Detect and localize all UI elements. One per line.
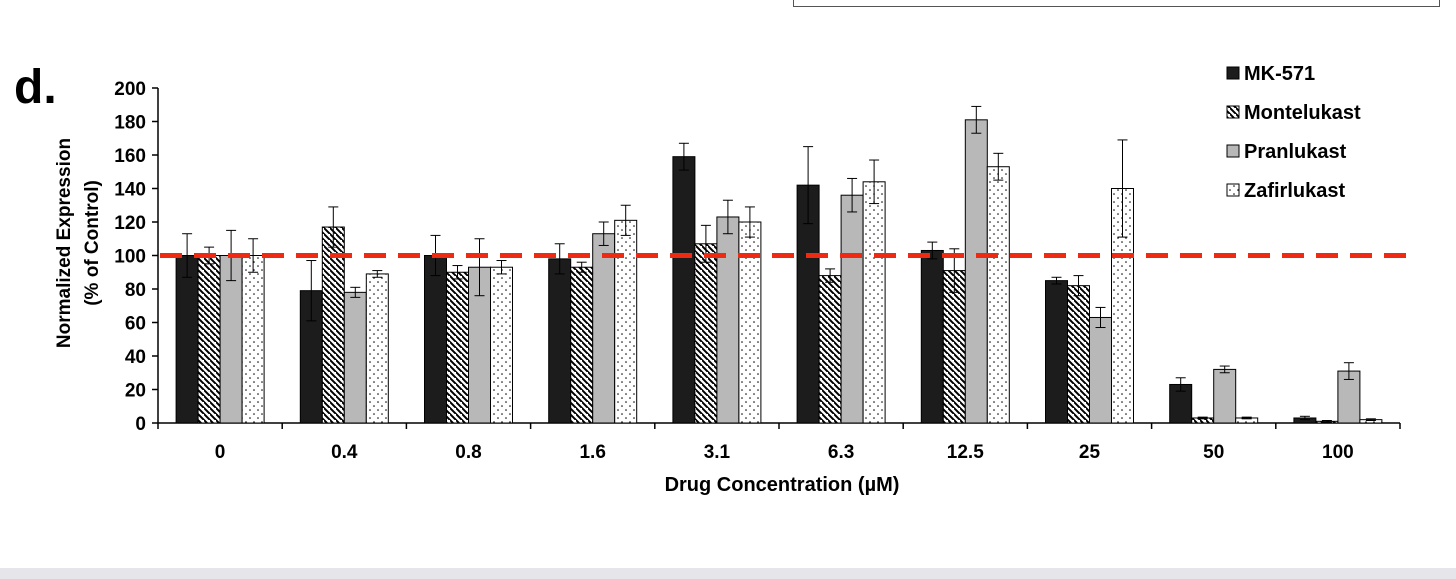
y-tick-label: 160	[114, 146, 146, 167]
legend-swatch-montelukast	[1226, 105, 1240, 119]
x-tick-label: 0	[215, 442, 226, 463]
legend-label-montelukast: Montelukast	[1244, 102, 1361, 124]
bar-mk-571-12.5	[920, 249, 944, 424]
top-frame-fragment	[793, 0, 1440, 7]
bar-pranlukast-50	[1213, 368, 1237, 424]
bar-pranlukast-0.4	[343, 291, 367, 424]
legend-swatch-zafirlukast	[1226, 183, 1240, 197]
bar-mk-571-3.1	[672, 156, 696, 424]
bar-zafirlukast-12.5	[986, 166, 1010, 424]
y-axis-title-line-2: (% of Control)	[82, 180, 103, 306]
x-tick-label: 3.1	[704, 442, 731, 463]
bars	[175, 119, 1383, 424]
y-axis: 0 20 40 60 80 100 120 140 160 180 200	[114, 79, 159, 435]
bar-zafirlukast-6.3	[862, 181, 886, 424]
bar-pranlukast-25	[1089, 316, 1112, 424]
y-tick-label: 40	[125, 347, 146, 368]
error-bars	[182, 105, 1376, 423]
y-axis-title-line-1: Normalized Expression	[54, 138, 75, 348]
bar-mk-571-1.6	[548, 258, 572, 424]
bar-montelukast-1.6	[570, 266, 594, 424]
bottom-bar	[0, 568, 1456, 579]
legend-label-pranlukast: Pranlukast	[1244, 141, 1347, 163]
y-tick-label: 100	[114, 247, 146, 268]
bar-mk-571-25	[1045, 280, 1068, 424]
x-tick-label: 50	[1203, 442, 1224, 463]
bar-zafirlukast-0.8	[490, 266, 513, 424]
bar-zafirlukast-1.6	[614, 219, 638, 424]
legend: MK-571 Montelukast Pranlukast Zafirlukast	[1226, 63, 1361, 202]
bar-zafirlukast-3.1	[738, 221, 762, 424]
x-tick-label: 0.4	[331, 442, 358, 463]
x-tick-label: 1.6	[579, 442, 605, 463]
y-tick-label: 0	[135, 414, 146, 435]
y-tick-label: 60	[125, 314, 146, 335]
bar-montelukast-0.8	[446, 271, 469, 424]
bar-montelukast-3.1	[694, 243, 718, 424]
y-tick-label: 20	[125, 381, 146, 402]
x-axis: 0 0.4 0.8 1.6 3.1 6.3 12.5 25 50 100	[157, 422, 1401, 463]
bar-pranlukast-6.3	[840, 194, 864, 424]
x-tick-label: 100	[1322, 442, 1354, 463]
bar-pranlukast-12.5	[964, 119, 988, 424]
y-tick-label: 120	[114, 213, 146, 234]
bar-montelukast-0	[197, 255, 221, 424]
bar-montelukast-25	[1067, 285, 1090, 424]
y-tick-label: 80	[125, 280, 146, 301]
bar-montelukast-12.5	[942, 270, 966, 424]
x-tick-label: 6.3	[828, 442, 854, 463]
bar-pranlukast-1.6	[592, 233, 616, 424]
y-tick-label: 140	[114, 180, 146, 201]
bar-mk-571-0.8	[424, 255, 447, 424]
x-tick-label: 0.8	[455, 442, 481, 463]
bar-montelukast-6.3	[818, 275, 842, 424]
y-tick-label: 180	[114, 113, 146, 134]
x-tick-label: 25	[1079, 442, 1101, 463]
legend-swatch-pranlukast	[1226, 144, 1240, 158]
bar-pranlukast-3.1	[716, 216, 740, 424]
panel-label: d.	[14, 61, 57, 114]
y-tick-label: 200	[114, 79, 146, 100]
legend-label-zafirlukast: Zafirlukast	[1244, 180, 1345, 202]
bar-zafirlukast-0.4	[365, 273, 389, 424]
bar-mk-571-0	[175, 255, 199, 424]
x-tick-label: 12.5	[947, 442, 984, 463]
legend-swatch-mk-571	[1226, 66, 1240, 80]
bar-zafirlukast-0	[241, 255, 265, 424]
x-axis-title: Drug Concentration (µM)	[665, 474, 900, 496]
legend-label-mk-571: MK-571	[1244, 63, 1315, 85]
